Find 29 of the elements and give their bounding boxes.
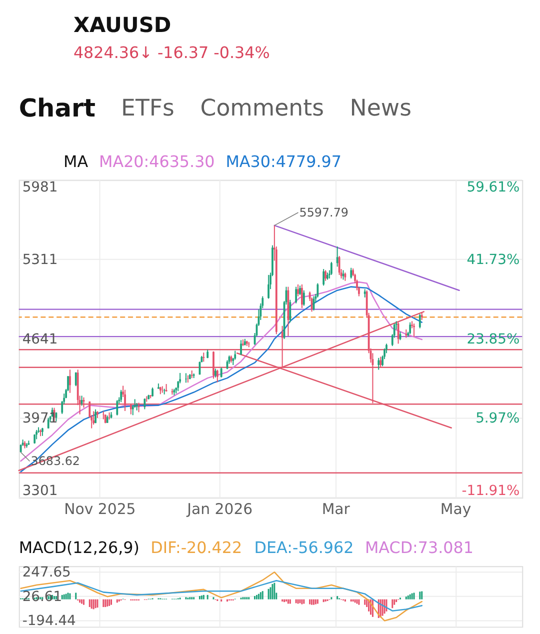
text: Comments (200, 95, 324, 122)
legend-title: MA (64, 152, 88, 172)
y-tick-label: 3301 (22, 483, 58, 500)
y2-tick-label: -11.91% (462, 483, 520, 500)
series-label: DIF:-20.422 (150, 538, 242, 558)
line-series (20, 580, 423, 612)
y2-tick-label: 5.97% (476, 410, 520, 427)
y2-tick-label: 41.73% (466, 252, 520, 268)
text: MA20:4635.30 (99, 152, 215, 172)
text: 4824.36↓ -16.37 -0.34% (73, 42, 270, 62)
text: MACD:73.081 (364, 538, 474, 558)
annotation: 5597.79 (299, 205, 348, 220)
x-tick-label: Nov 2025 (64, 500, 136, 518)
y-tick-label: 26.61 (22, 588, 62, 605)
x-tick-label: Mar (322, 500, 351, 518)
text: News (350, 95, 412, 122)
text: XAUUSD (73, 13, 172, 38)
y-tick-label: 5981 (22, 179, 58, 196)
y-tick-label: 5311 (22, 252, 58, 268)
legend-title: MACD(12,26,9) (18, 538, 140, 558)
x-tick-label: Jan 2026 (186, 500, 253, 518)
text: ETFs (121, 95, 174, 122)
y-tick-label: -194.44 (22, 613, 76, 630)
series-label: DEA:-56.962 (254, 538, 354, 558)
y-tick-label: 247.65 (22, 564, 71, 581)
y2-tick-label: 59.61% (466, 179, 520, 196)
text: Chart (18, 93, 96, 122)
text: MA30:4779.97 (226, 152, 342, 172)
x-tick-label: May (440, 500, 472, 518)
